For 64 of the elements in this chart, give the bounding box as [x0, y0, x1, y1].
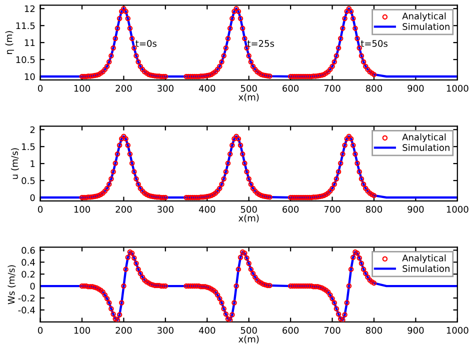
y-tick-label: 0 [30, 194, 35, 202]
x-tick-label: 100 [74, 206, 90, 213]
legend-label: Analytical [402, 12, 446, 22]
annotation: t=25s [247, 40, 274, 47]
x-axis-title: x(m) [238, 336, 259, 344]
y-tick-label: 0 [30, 282, 35, 290]
y-tick-label: 0.2 [22, 270, 35, 278]
legend-label: Analytical [402, 133, 446, 142]
y-tick-label: 1.5 [22, 143, 35, 150]
annotation: t=50s [360, 40, 388, 47]
x-tick-label: 0 [38, 206, 43, 213]
y-tick-label: 0.6 [22, 246, 35, 254]
x-tick-label: 900 [408, 326, 424, 334]
y-axis-title: u (m/s) [10, 148, 19, 179]
x-tick-label: 300 [158, 206, 174, 213]
x-tick-label: 0 [38, 84, 43, 92]
x-tick-label: 100 [74, 84, 90, 92]
x-axis-title: x(m) [238, 214, 259, 223]
x-tick-label: 500 [240, 84, 257, 92]
annotation: t=0s [136, 40, 157, 47]
x-tick-label: 500 [240, 206, 257, 213]
y-tick-label: 0.5 [22, 177, 35, 184]
y-axis-title: Ws (m/s) [8, 265, 16, 304]
x-tick-label: 800 [366, 84, 382, 92]
x-tick-label: 1000 [446, 326, 468, 334]
x-tick-label: 900 [408, 84, 424, 92]
x-tick-label: 1000 [446, 84, 468, 92]
y-tick-label: 10 [24, 73, 35, 80]
x-tick-label: 800 [366, 326, 382, 334]
x-tick-label: 400 [198, 84, 216, 92]
x-tick-label: 700 [324, 206, 340, 213]
x-tick-label: 800 [366, 206, 382, 213]
y-tick-label: 1 [30, 160, 35, 167]
x-tick-label: 500 [240, 326, 257, 334]
x-tick-label: 300 [158, 84, 174, 92]
x-tick-label: 600 [282, 326, 299, 334]
y-tick-label: 10.5 [16, 56, 35, 64]
x-tick-label: 700 [324, 84, 340, 92]
x-axis-title: x(m) [238, 94, 259, 102]
x-tick-label: 300 [158, 326, 174, 334]
y-tick-label: 12 [24, 5, 35, 12]
legend-label: Simulation [402, 144, 450, 151]
legend-label: Simulation [402, 22, 450, 30]
y-axis-title: η (m) [5, 31, 14, 54]
x-tick-label: 400 [198, 206, 216, 213]
x-tick-label: 600 [282, 206, 299, 213]
x-tick-label: 900 [408, 206, 424, 213]
legend-label: Simulation [402, 264, 450, 272]
y-tick-label: 0.4 [22, 258, 35, 266]
x-tick-label: 200 [116, 84, 132, 92]
x-tick-label: 700 [324, 326, 340, 334]
y-tick-label: -0.2 [18, 294, 35, 302]
x-tick-label: 600 [282, 84, 299, 92]
x-tick-label: 200 [116, 326, 132, 334]
x-tick-label: 200 [116, 206, 132, 213]
x-tick-label: 0 [38, 326, 43, 334]
x-tick-label: 400 [198, 326, 216, 334]
y-tick-label: 11 [24, 39, 35, 46]
x-tick-label: 100 [74, 326, 90, 334]
y-tick-label: -0.4 [18, 306, 35, 314]
y-tick-label: 11.5 [16, 22, 35, 30]
x-tick-label: 1000 [446, 206, 468, 213]
y-tick-label: 2 [30, 126, 35, 134]
legend-label: Analytical [402, 254, 446, 264]
